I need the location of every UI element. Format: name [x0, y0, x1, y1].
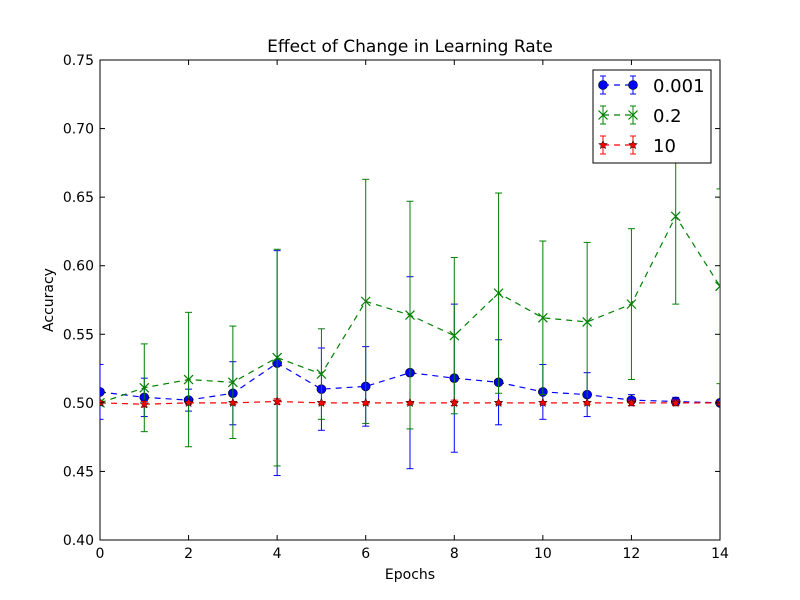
data-point: [183, 397, 194, 408]
legend-label: 10: [653, 136, 676, 157]
x-tick-label: 12: [623, 546, 641, 562]
data-point: [598, 139, 608, 150]
x-tick-label: 2: [184, 546, 193, 562]
data-point: [626, 397, 637, 408]
y-tick-label: 0.55: [63, 327, 94, 343]
y-axis-label: Accuracy: [41, 268, 57, 332]
data-point: [360, 397, 371, 408]
y-tick-label: 0.70: [63, 122, 94, 138]
data-point: [537, 397, 548, 408]
x-axis-label: Epochs: [385, 567, 435, 583]
data-point: [582, 317, 593, 327]
y-tick-label: 0.40: [63, 533, 94, 549]
y-tick-label: 0.60: [63, 259, 94, 275]
legend-item: 0.001: [598, 75, 705, 97]
data-point: [100, 387, 105, 397]
data-point: [227, 397, 238, 408]
chart-title: Effect of Change in Learning Rate: [267, 37, 553, 57]
data-point: [183, 374, 194, 385]
y-tick-label: 0.45: [63, 464, 94, 480]
x-tick-label: 8: [450, 546, 459, 562]
x-tick-label: 10: [534, 546, 552, 562]
data-point: [449, 330, 460, 341]
x-tick-label: 4: [273, 546, 282, 562]
x-axis: 0 2 4 6 8 10 12 14: [96, 60, 729, 562]
data-point: [227, 377, 238, 388]
data-point: [405, 397, 415, 408]
y-axis: 0.40 0.45 0.50 0.55 0.60 0.65 0.70 0.75: [63, 53, 720, 549]
data-point: [139, 399, 150, 409]
data-point: [272, 396, 283, 406]
data-point: [493, 288, 504, 299]
data-point: [670, 397, 681, 408]
data-point: [139, 382, 150, 393]
x-tick-label: 14: [711, 546, 729, 562]
y-tick-label: 0.65: [63, 190, 94, 206]
data-point: [316, 397, 327, 408]
data-point: [405, 310, 415, 321]
legend-label: 0.2: [653, 106, 682, 127]
legend: 0.001 0.2 10: [592, 69, 712, 164]
x-tick-label: 6: [361, 546, 370, 562]
data-point: [670, 211, 681, 222]
legend-box: [592, 69, 712, 164]
data-point: [537, 312, 548, 323]
data-point: [598, 80, 608, 90]
legend-item: 0.2: [598, 105, 682, 127]
data-point: [449, 397, 460, 408]
data-point: [360, 296, 371, 307]
data-point: [628, 110, 638, 120]
y-tick-label: 0.50: [63, 396, 94, 412]
data-point: [628, 139, 638, 150]
y-tick-label: 0.75: [63, 53, 94, 69]
legend-label: 0.001: [653, 76, 705, 97]
data-point: [715, 281, 720, 292]
series-10: [100, 396, 720, 409]
series-0.2: [100, 128, 720, 467]
data-point: [100, 397, 105, 408]
series-line: [100, 362, 720, 404]
data-point: [628, 80, 638, 90]
legend-item: 10: [598, 135, 676, 157]
data-point: [493, 397, 504, 408]
data-point: [316, 369, 327, 379]
data-point: [626, 299, 637, 310]
x-tick-label: 0: [96, 546, 105, 562]
data-point: [272, 352, 283, 363]
data-point: [598, 110, 608, 120]
data-point: [582, 397, 593, 408]
